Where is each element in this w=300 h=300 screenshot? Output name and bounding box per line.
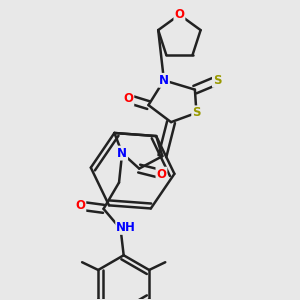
Text: N: N [117,147,127,160]
Text: O: O [75,199,85,212]
Text: S: S [192,106,201,119]
Text: O: O [123,92,133,105]
Text: NH: NH [116,221,136,234]
Text: N: N [159,74,169,87]
Text: O: O [157,168,166,181]
Text: O: O [174,8,184,21]
Text: S: S [213,74,221,87]
